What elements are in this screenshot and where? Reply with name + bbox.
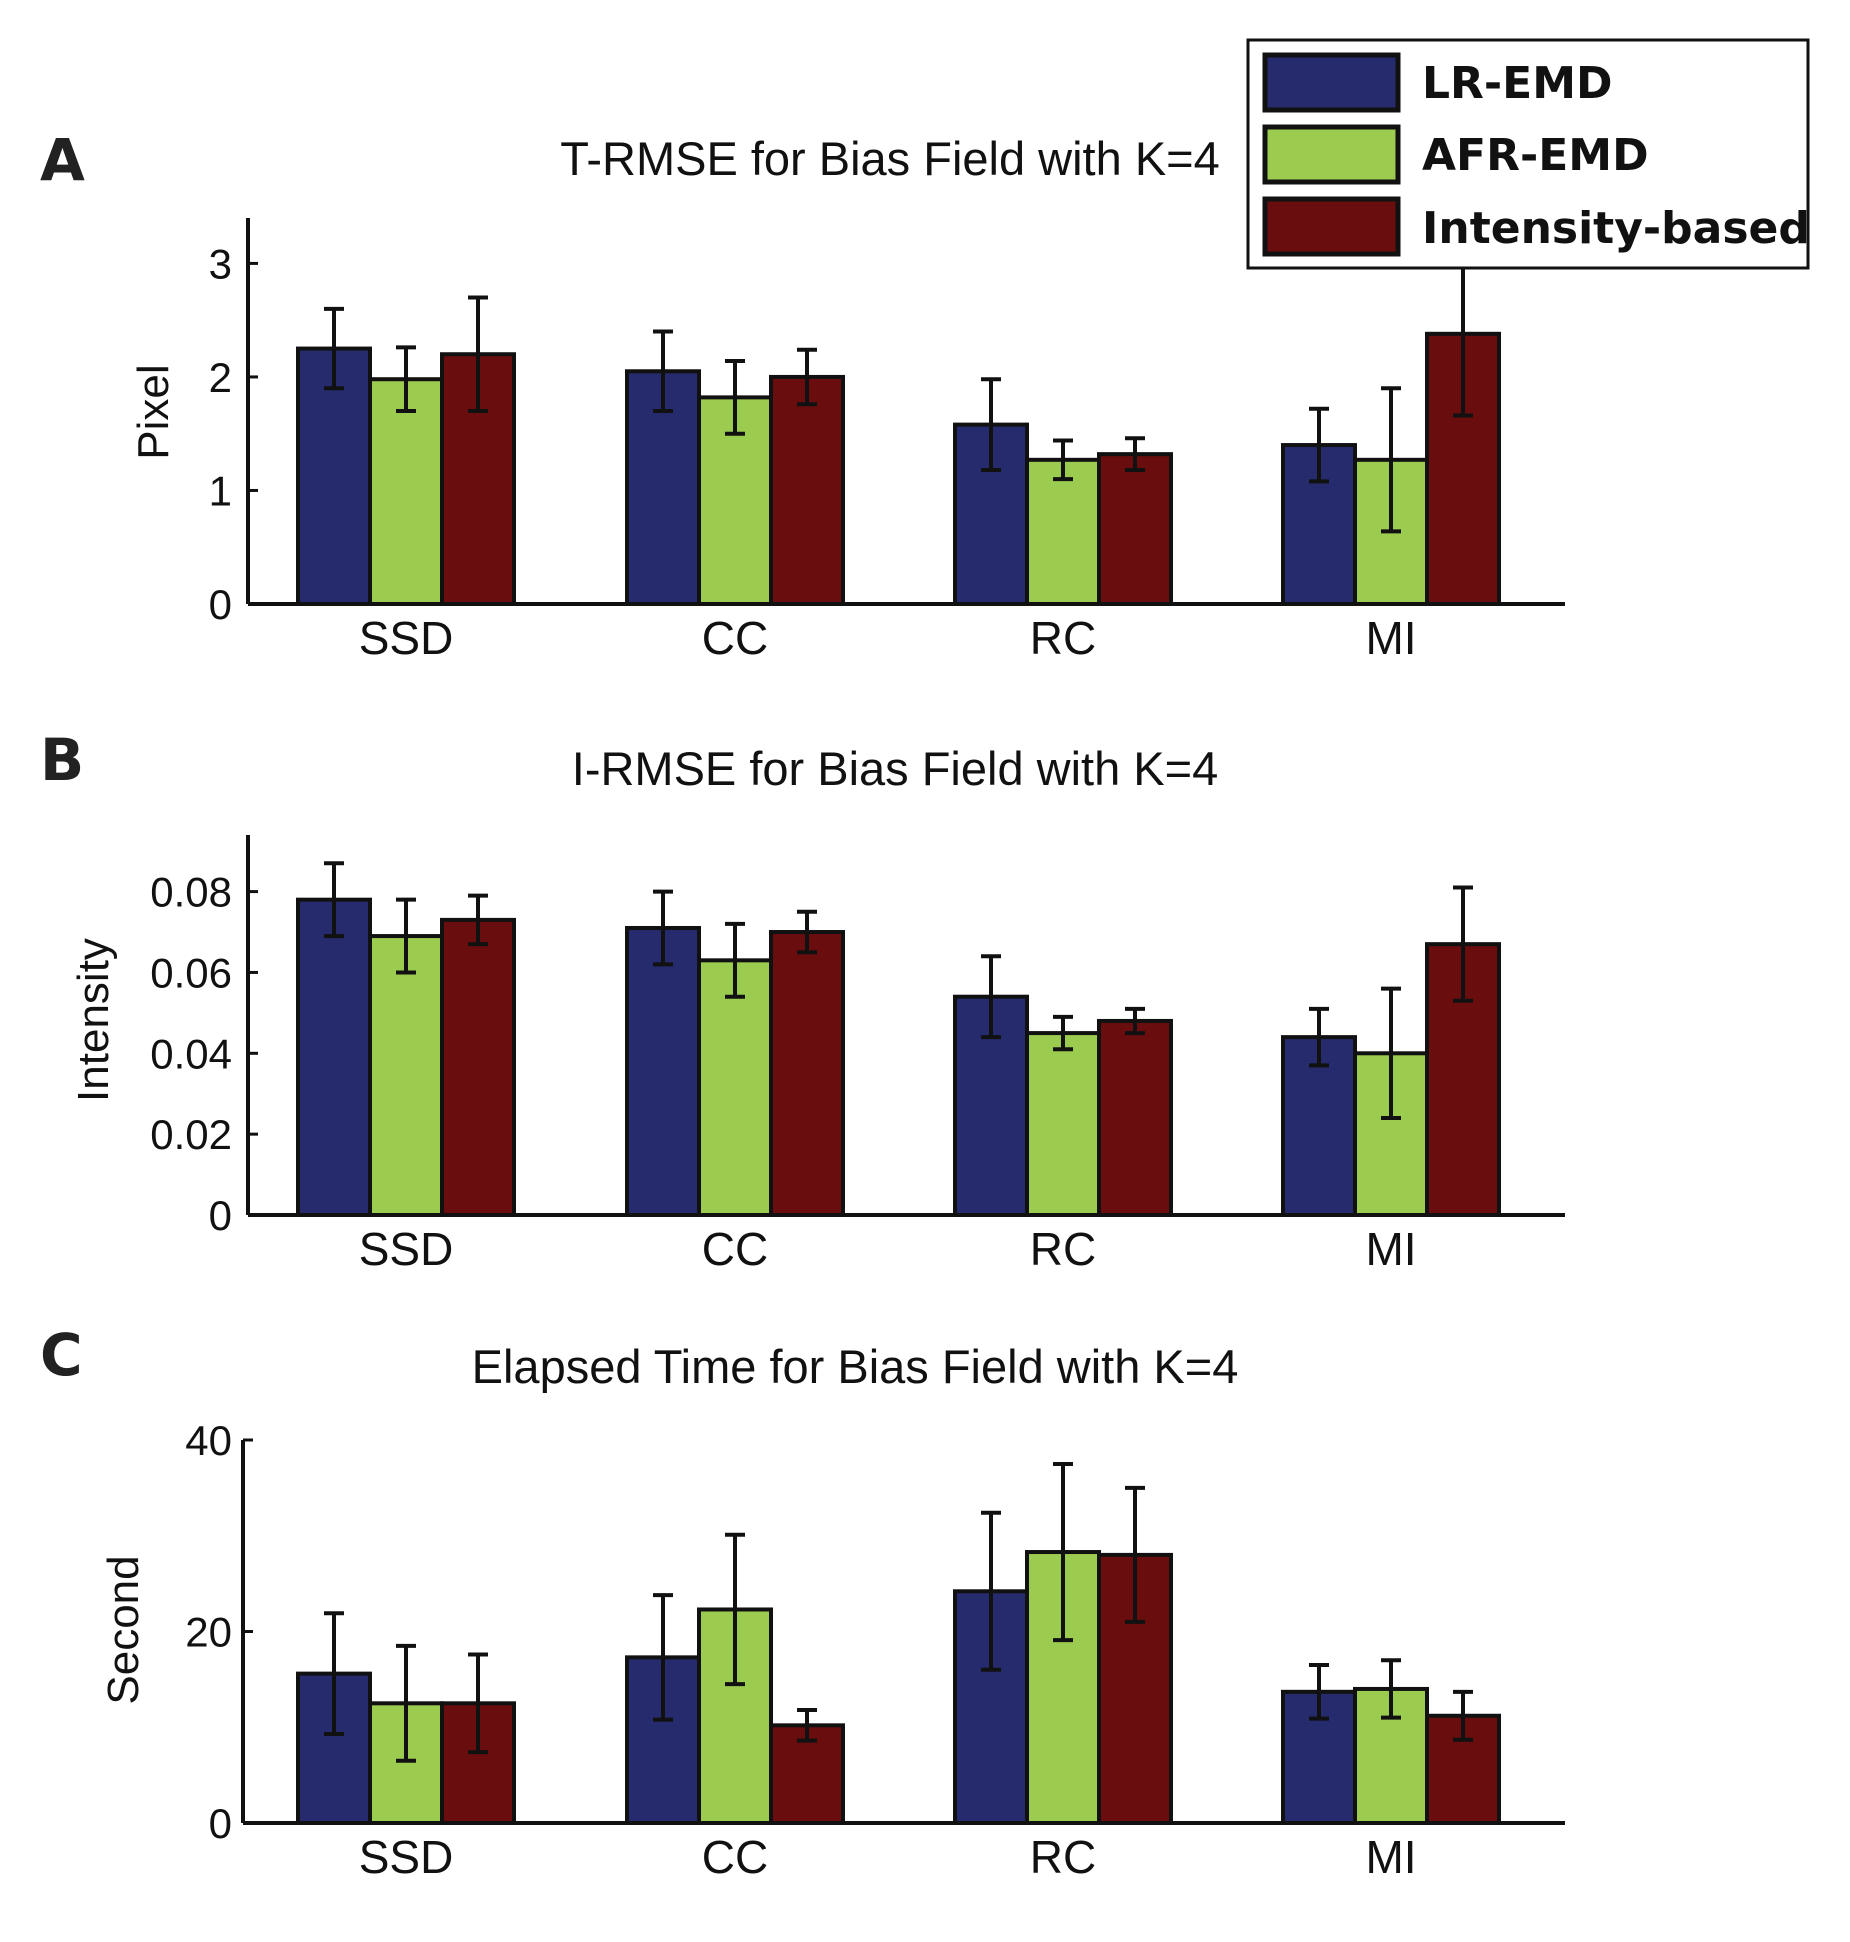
x-category-label: MI — [1365, 1831, 1416, 1883]
panel-b-ylabel: Intensity — [69, 938, 118, 1102]
error-bar-lr-emd-ssd — [324, 1611, 344, 1736]
x-category-label: CC — [702, 1223, 768, 1275]
y-tick-label: 3 — [209, 240, 232, 287]
x-category-label: RC — [1030, 1831, 1096, 1883]
error-bar-afr-emd-ssd — [396, 1643, 416, 1763]
bar-intensity-based-cc — [769, 374, 845, 606]
panel-a-letter: A — [40, 126, 85, 194]
panel-a-plot: 0 1 2 3 SSD CC RC MI — [209, 218, 1565, 664]
bar-intensity-based-rc — [1097, 1018, 1173, 1218]
y-tick-label: 0 — [209, 1800, 232, 1847]
legend-swatch-intensity-based — [1262, 196, 1401, 257]
error-bar-afr-emd-ssd — [396, 897, 416, 975]
panel-b-title: I-RMSE for Bias Field with K=4 — [572, 742, 1218, 795]
panel-c-letter: C — [40, 1321, 83, 1389]
error-bar-afr-emd-mi — [1381, 386, 1401, 534]
panel-c-title: Elapsed Time for Bias Field with K=4 — [472, 1340, 1239, 1393]
panel-b-letter: B — [40, 726, 84, 794]
error-bar-lr-emd-mi — [1309, 1006, 1329, 1068]
y-tick-label: 0 — [209, 1192, 232, 1239]
error-bar-afr-emd-mi — [1381, 1658, 1401, 1720]
panel-a-title: T-RMSE for Bias Field with K=4 — [560, 132, 1220, 185]
y-tick-label: 0.08 — [150, 869, 232, 916]
y-tick-label: 0 — [209, 581, 232, 628]
bar-afr-emd-rc — [1025, 1031, 1101, 1217]
error-bar-lr-emd-rc — [981, 377, 1001, 473]
legend-label-afr-emd: AFR-EMD — [1422, 130, 1649, 181]
bar-afr-emd-mi — [1353, 1686, 1429, 1825]
error-bar-lr-emd-cc — [653, 1593, 673, 1722]
panel-a-ylabel: Pixel — [129, 364, 178, 459]
error-bar-intensity-based-ssd — [468, 295, 488, 413]
error-bar-afr-emd-rc — [1053, 1014, 1073, 1052]
panel-b-plot: 0 0.02 0.04 0.06 0.08 SSD CC RC MI — [150, 835, 1565, 1275]
y-tick-label: 0.06 — [150, 949, 232, 996]
error-bar-afr-emd-cc — [725, 1532, 745, 1687]
x-category-label: CC — [702, 612, 768, 664]
error-bar-intensity-based-rc — [1125, 436, 1145, 473]
panel-a: A T-RMSE for Bias Field with K=4 Pixel 0… — [40, 126, 1565, 664]
error-bar-lr-emd-rc — [981, 954, 1001, 1040]
bar-lr-emd-cc — [625, 925, 701, 1217]
x-category-label: RC — [1030, 1223, 1096, 1275]
bar-afr-emd-rc — [1025, 457, 1101, 607]
error-bar-intensity-based-ssd — [468, 893, 488, 947]
x-category-label: SSD — [359, 1831, 454, 1883]
error-bar-lr-emd-cc — [653, 329, 673, 413]
bar-intensity-based-rc — [1097, 452, 1173, 606]
x-category-label: RC — [1030, 612, 1096, 664]
legend-swatch-afr-emd — [1262, 124, 1401, 185]
bar-intensity-based-cc — [769, 930, 845, 1218]
error-bar-intensity-based-rc — [1125, 1006, 1145, 1036]
error-bar-intensity-based-cc — [797, 909, 817, 955]
x-category-label: MI — [1365, 1223, 1416, 1275]
legend-label-lr-emd: LR-EMD — [1422, 58, 1613, 109]
legend: LR-EMD AFR-EMD Intensity-based — [1246, 38, 1810, 270]
error-bar-afr-emd-rc — [1053, 438, 1073, 482]
error-bar-intensity-based-ssd — [468, 1652, 488, 1755]
error-bar-afr-emd-ssd — [396, 345, 416, 413]
panel-c-plot: 0 20 40 SSD CC RC MI — [185, 1417, 1565, 1883]
legend-swatch-lr-emd — [1262, 52, 1401, 113]
y-tick-label: 20 — [185, 1609, 232, 1656]
x-category-label: SSD — [359, 1223, 454, 1275]
panel-b: B I-RMSE for Bias Field with K=4 Intensi… — [40, 726, 1565, 1275]
y-tick-label: 2 — [209, 354, 232, 401]
y-tick-label: 1 — [209, 467, 232, 514]
error-bar-lr-emd-mi — [1309, 1663, 1329, 1721]
error-bar-lr-emd-ssd — [324, 861, 344, 939]
error-bar-intensity-based-rc — [1125, 1485, 1145, 1624]
y-tick-label: 0.04 — [150, 1030, 232, 1077]
legend-label-intensity-based: Intensity-based — [1422, 203, 1810, 254]
error-bar-afr-emd-mi — [1381, 986, 1401, 1120]
error-bar-intensity-based-mi — [1453, 1689, 1473, 1742]
error-bar-lr-emd-ssd — [324, 306, 344, 391]
x-category-label: CC — [702, 1831, 768, 1883]
bar-lr-emd-ssd — [296, 897, 372, 1217]
bar-intensity-based-ssd — [440, 917, 516, 1217]
y-tick-label: 40 — [185, 1417, 232, 1464]
x-category-label: SSD — [359, 612, 454, 664]
error-bar-intensity-based-cc — [797, 347, 817, 407]
panel-c-ylabel: Second — [99, 1555, 148, 1704]
error-bar-lr-emd-cc — [653, 889, 673, 967]
error-bar-intensity-based-mi — [1453, 885, 1473, 1003]
x-category-label: MI — [1365, 612, 1416, 664]
error-bar-afr-emd-rc — [1053, 1461, 1073, 1643]
error-bar-intensity-based-cc — [797, 1708, 817, 1743]
bar-afr-emd-ssd — [368, 934, 444, 1217]
error-bar-lr-emd-rc — [981, 1510, 1001, 1672]
error-bar-afr-emd-cc — [725, 359, 745, 436]
error-bar-lr-emd-mi — [1309, 406, 1329, 484]
bar-afr-emd-ssd — [368, 377, 444, 606]
panel-c: C Elapsed Time for Bias Field with K=4 S… — [40, 1321, 1565, 1883]
error-bar-afr-emd-cc — [725, 921, 745, 999]
y-tick-label: 0.02 — [150, 1111, 232, 1158]
